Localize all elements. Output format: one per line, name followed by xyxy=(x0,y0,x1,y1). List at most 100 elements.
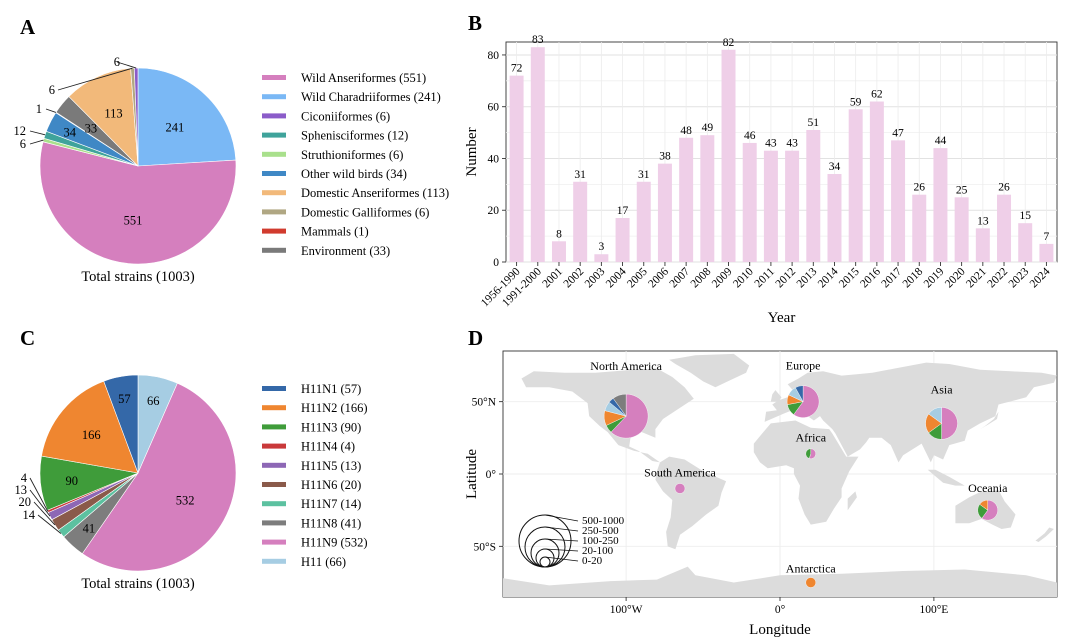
bar-value-label: 13 xyxy=(977,215,989,227)
panel-b-bar-chart: 020406080721956-1990831991-2000820013120… xyxy=(464,34,1058,326)
legend-swatch xyxy=(262,386,286,391)
bar xyxy=(742,142,757,262)
bar-value-label: 62 xyxy=(871,89,883,101)
bar-value-label: 34 xyxy=(829,161,841,173)
region-pie-slice xyxy=(941,407,958,440)
size-legend-label: 100-250 xyxy=(582,535,619,547)
bar xyxy=(573,181,588,262)
bar xyxy=(827,174,842,262)
legend-swatch xyxy=(262,405,286,411)
region-pie-slice xyxy=(795,385,804,402)
region-label: South America xyxy=(644,465,716,479)
legend-swatch xyxy=(262,75,286,80)
pie-slice-label: 66 xyxy=(147,394,160,408)
legend-label: H11N1 (57) xyxy=(301,382,361,396)
bar xyxy=(848,109,863,262)
bar xyxy=(869,101,884,262)
panel-a-legend: Wild Anseriformes (551) Wild Charadriifor… xyxy=(262,71,449,258)
bar-value-label: 26 xyxy=(998,182,1010,194)
bar-value-label: 8 xyxy=(556,228,562,240)
bar xyxy=(721,49,736,262)
legend-swatch xyxy=(262,501,286,507)
legend-swatch xyxy=(262,443,286,449)
x-tick-label: 2022 xyxy=(985,265,1010,290)
legend-swatch xyxy=(262,424,286,430)
x-tick-label: 2014 xyxy=(816,265,841,290)
pie-slice xyxy=(39,141,237,265)
legend-swatch xyxy=(262,482,286,487)
bar xyxy=(912,194,927,262)
size-legend-label: 250-500 xyxy=(582,525,619,537)
leader-line xyxy=(29,139,44,145)
bar xyxy=(954,197,969,262)
region-pie-slice xyxy=(805,577,816,588)
legend-label: Sphenisciformes (12) xyxy=(301,129,408,143)
pie-slice-label: 41 xyxy=(83,522,96,536)
legend-label: H11N8 (41) xyxy=(301,516,361,530)
region-label: Oceania xyxy=(968,481,1008,495)
pie-caption: Total strains (1003) xyxy=(81,576,195,592)
region-label: Africa xyxy=(795,431,826,445)
y-axis-title: Number xyxy=(464,127,480,176)
size-legend-line xyxy=(544,556,579,562)
legend-swatch xyxy=(262,94,286,100)
x-tick-label: 2019 xyxy=(922,265,947,290)
legend-swatch xyxy=(262,209,286,215)
bar-value-label: 7 xyxy=(1044,231,1050,243)
bar xyxy=(679,137,694,262)
plot-frame xyxy=(505,41,1058,263)
x-tick-label: 2023 xyxy=(1007,265,1032,290)
leader-line xyxy=(29,489,51,517)
region-pie-slice xyxy=(612,393,627,417)
x-tick-label: 2004 xyxy=(604,265,629,290)
x-tick-label: 2015 xyxy=(837,265,862,290)
region-pie-slice xyxy=(674,483,686,494)
antarctica-land xyxy=(503,566,1057,597)
bar xyxy=(530,47,545,263)
y-tick-label: 50°N xyxy=(472,397,497,409)
x-tick-label: 2009 xyxy=(710,265,735,290)
africa-land xyxy=(753,420,859,525)
bar-value-label: 46 xyxy=(744,130,756,142)
bar-value-label: 26 xyxy=(914,182,926,194)
y-tick-label: 80 xyxy=(488,50,500,62)
bar xyxy=(615,218,630,262)
bar-value-label: 82 xyxy=(723,37,735,49)
legend-label: Other wild birds (34) xyxy=(301,167,407,181)
bar xyxy=(594,254,609,262)
legend-label: Wild Charadriiformes (241) xyxy=(301,90,441,104)
bar-value-label: 15 xyxy=(1019,210,1031,222)
leader-line xyxy=(57,67,133,91)
y-tick-label: 0 xyxy=(493,257,499,269)
pie-outer-label: 4 xyxy=(21,471,28,485)
legend-swatch xyxy=(262,132,286,138)
size-legend-line xyxy=(544,548,579,552)
legend-swatch xyxy=(262,462,286,468)
x-tick-label: 2017 xyxy=(879,265,904,290)
legend-swatch xyxy=(262,190,286,196)
legend-swatch xyxy=(262,228,286,234)
pie-slice-label: 33 xyxy=(85,122,98,136)
bar xyxy=(1018,223,1033,262)
size-legend-line xyxy=(544,538,579,542)
legend-label: H11N4 (4) xyxy=(301,440,355,454)
panel-letter-a: A xyxy=(20,15,36,39)
x-tick-label: 2001 xyxy=(540,265,565,290)
bar xyxy=(763,150,778,262)
pie-outer-label: 6 xyxy=(20,137,26,151)
pie-slice-label: 57 xyxy=(118,392,131,406)
bar xyxy=(933,148,948,262)
bar-value-label: 25 xyxy=(956,184,968,196)
bar xyxy=(509,75,524,262)
pie-slice xyxy=(41,380,139,474)
x-tick-label: 2018 xyxy=(901,265,926,290)
x-axis-title: Year xyxy=(768,310,796,326)
x-tick-label: 2020 xyxy=(943,265,968,290)
legend-label: H11 (66) xyxy=(301,555,346,569)
bar xyxy=(891,140,906,262)
leader-line xyxy=(29,477,49,512)
leader-line xyxy=(45,108,57,113)
pie-outer-label: 20 xyxy=(19,495,32,509)
